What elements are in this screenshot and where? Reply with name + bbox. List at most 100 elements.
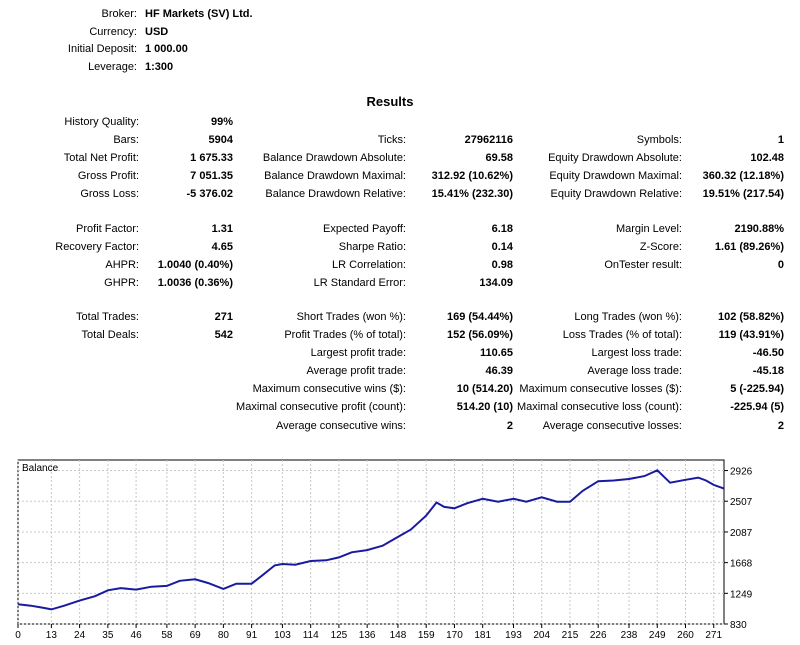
balance-drawdown-absolute-value: 69.58 [485,152,513,164]
y-tick-label: 2087 [730,528,753,539]
x-tick-label: 24 [74,630,86,641]
history-quality-value: 99% [210,116,233,128]
ticks-value: 27962116 [464,134,513,146]
x-tick-label: 13 [46,630,58,641]
maximal-consecutive-profit-label: Maximal consecutive profit (count): [236,401,406,413]
balance-drawdown-maximal-label: Balance Drawdown Maximal: [264,170,406,182]
x-tick-label: 204 [533,630,550,641]
profit-factor-value: 1.31 [211,223,233,235]
gross-loss-value: -5 376.02 [186,188,233,200]
ahpr-value: 1.0040 (0.40%) [157,259,233,271]
x-tick-label: 181 [474,630,491,641]
results-title: Results [366,94,414,109]
balance-drawdown-maximal-value: 312.92 (10.62%) [431,170,513,182]
y-tick-label: 2926 [730,467,753,478]
max-consecutive-losses-label: Maximum consecutive losses ($): [519,383,682,395]
gross-profit-label: Gross Profit: [77,170,139,182]
balance-drawdown-relative-label: Balance Drawdown Relative: [265,188,406,200]
x-tick-label: 91 [246,630,258,641]
gross-profit-value: 7 051.35 [190,170,233,182]
sharpe-ratio-value: 0.14 [491,241,513,253]
profit-factor-label: Profit Factor: [76,223,139,235]
recovery-factor-label: Recovery Factor: [55,241,139,253]
total-net-profit-label: Total Net Profit: [63,152,139,164]
ontester-result-label: OnTester result: [604,259,682,271]
x-tick-label: 103 [274,630,291,641]
total-trades-label: Total Trades: [76,311,139,323]
expected-payoff-value: 6.18 [491,223,513,235]
long-trades-value: 102 (58.82%) [717,311,784,323]
maximal-consecutive-loss-value: -225.94 (5) [730,401,784,413]
bars-label: Bars: [113,134,139,146]
symbols-value: 1 [777,134,784,146]
x-tick-label: 46 [131,630,143,641]
largest-loss-trade-label: Largest loss trade: [591,347,683,359]
recovery-factor-value: 4.65 [211,241,233,253]
x-tick-label: 170 [446,630,463,641]
balance-drawdown-absolute-label: Balance Drawdown Absolute: [262,152,406,164]
average-consecutive-losses-value: 2 [777,420,784,432]
x-tick-label: 226 [590,630,607,641]
x-tick-label: 80 [218,630,230,641]
x-tick-label: 271 [705,630,722,641]
y-tick-label: 1668 [730,559,753,570]
average-consecutive-losses-label: Average consecutive losses: [542,420,682,432]
leverage-value: 1:300 [145,61,174,73]
maximal-consecutive-profit-value: 514.20 (10) [456,401,513,413]
x-tick-label: 58 [161,630,173,641]
max-consecutive-wins-label: Maximum consecutive wins ($): [252,383,406,395]
equity-drawdown-absolute-value: 102.48 [750,152,784,164]
x-tick-label: 35 [102,630,114,641]
equity-drawdown-relative-value: 19.51% (217.54) [702,188,784,200]
equity-drawdown-relative-label: Equity Drawdown Relative: [550,188,682,200]
short-trades-label: Short Trades (won %): [296,311,406,323]
average-profit-trade-label: Average profit trade: [306,365,406,377]
ticks-label: Ticks: [377,134,406,146]
x-tick-label: 260 [677,630,694,641]
sharpe-ratio-label: Sharpe Ratio: [338,241,406,253]
average-loss-trade-label: Average loss trade: [587,365,682,377]
z-score-label: Z-Score: [639,241,682,253]
y-tick-label: 830 [730,620,747,631]
largest-profit-trade-value: 110.65 [479,347,513,359]
initial-deposit-value: 1 000.00 [145,43,188,55]
x-tick-label: 0 [15,630,21,641]
margin-level-value: 2190.88% [734,223,784,235]
total-deals-value: 542 [214,329,233,341]
y-tick-label: 2507 [730,497,753,508]
max-consecutive-losses-value: 5 (-225.94) [730,383,784,395]
x-tick-label: 125 [331,630,348,641]
largest-loss-trade-value: -46.50 [752,347,784,359]
largest-profit-trade-label: Largest profit trade: [310,347,406,359]
broker-label: Broker: [101,8,137,20]
equity-drawdown-maximal-value: 360.32 (12.18%) [702,170,784,182]
lr-standard-error-label: LR Standard Error: [313,277,406,289]
expected-payoff-label: Expected Payoff: [323,223,406,235]
initial-deposit-label: Initial Deposit: [67,43,137,55]
x-tick-label: 159 [418,630,435,641]
ontester-result-value: 0 [777,259,784,271]
short-trades-value: 169 (54.44%) [446,311,513,323]
ahpr-label: AHPR: [105,259,139,271]
lr-correlation-label: LR Correlation: [332,259,406,271]
leverage-label: Leverage: [88,61,137,73]
average-consecutive-wins-value: 2 [506,420,513,432]
lr-correlation-value: 0.98 [491,259,513,271]
equity-drawdown-maximal-label: Equity Drawdown Maximal: [549,170,682,182]
z-score-value: 1.61 (89.26%) [714,241,784,253]
bars-value: 5904 [208,134,233,146]
lr-standard-error-value: 134.09 [479,277,513,289]
max-consecutive-wins-value: 10 (514.20) [456,383,513,395]
currency-label: Currency: [89,26,137,38]
x-tick-label: 148 [390,630,407,641]
x-tick-label: 114 [303,630,319,641]
chart-title: Balance [22,463,59,474]
ghpr-label: GHPR: [104,277,139,289]
chart-grid [17,460,724,625]
ghpr-value: 1.0036 (0.36%) [157,277,233,289]
x-tick-label: 249 [649,630,666,641]
margin-level-label: Margin Level: [615,223,682,235]
symbols-label: Symbols: [636,134,682,146]
x-tick-label: 215 [562,630,579,641]
total-net-profit-value: 1 675.33 [190,152,233,164]
